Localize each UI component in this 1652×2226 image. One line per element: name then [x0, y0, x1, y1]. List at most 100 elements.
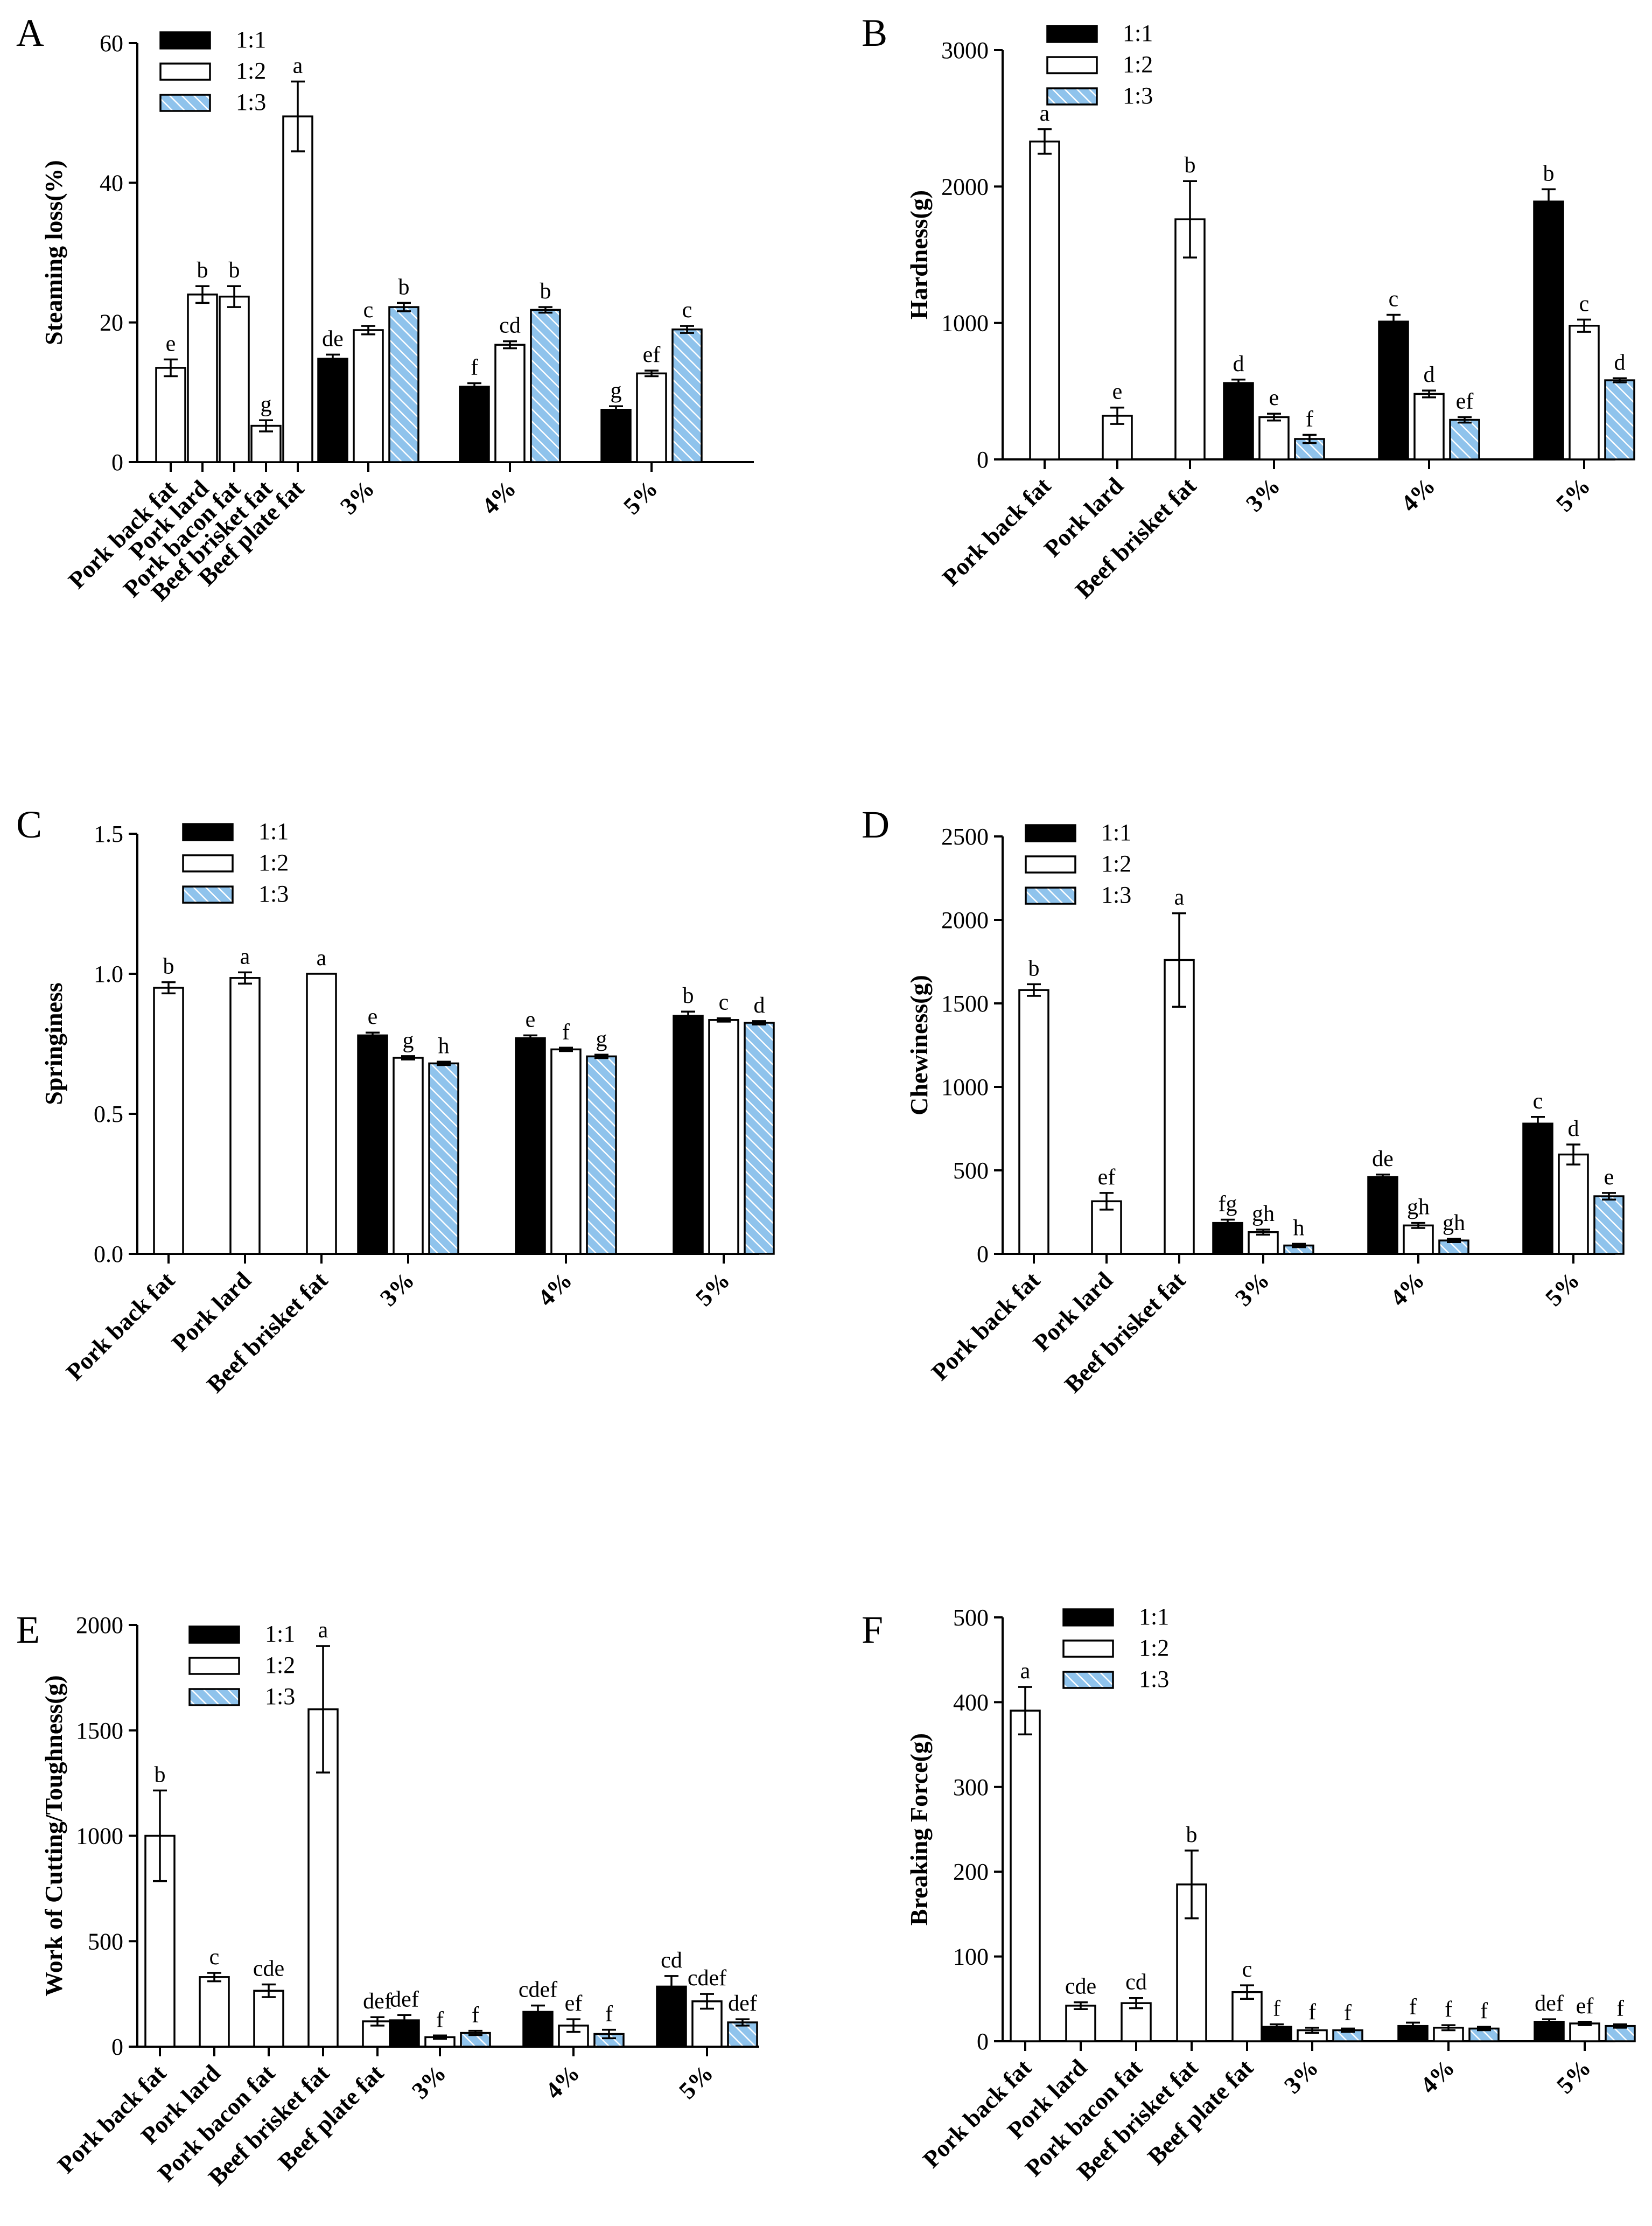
legend: 1:1 1:2 1:3 [159, 26, 266, 115]
significance-label: a [293, 53, 303, 78]
x-tick-label: 4% [1396, 472, 1440, 517]
bar-single [187, 294, 218, 463]
significance-label: f [471, 355, 478, 380]
bar-group [1378, 320, 1409, 460]
significance-label: a [1174, 885, 1185, 910]
bar-group [1604, 379, 1635, 460]
significance-label: ef [643, 343, 661, 367]
y-tick-label: 60 [100, 30, 123, 57]
significance-label: b [1028, 956, 1040, 981]
y-tick-label: 1500 [941, 990, 989, 1017]
bar-single [306, 973, 337, 1255]
y-tick-label: 200 [953, 1859, 989, 1885]
x-tick-label: 5% [1540, 1267, 1585, 1311]
bar-group [1449, 418, 1480, 460]
significance-label: c [682, 298, 692, 323]
bar-group [494, 344, 526, 463]
bar-group [393, 1057, 424, 1255]
panel-letter: C [16, 803, 42, 846]
bar-single [229, 977, 261, 1255]
legend-swatch [188, 1688, 240, 1706]
significance-label: b [1186, 1823, 1198, 1847]
bar-single [1065, 2005, 1096, 2042]
significance-label: d [754, 993, 765, 1018]
bar-group [636, 372, 667, 463]
significance-label: c [1533, 1089, 1543, 1114]
legend-swatch [188, 1625, 240, 1644]
x-tick-label: 5% [690, 1267, 735, 1311]
bar-group [1223, 382, 1254, 460]
y-tick-label: 2000 [941, 907, 989, 933]
significance-label: cd [661, 1948, 682, 1973]
legend-label: 1:2 [236, 58, 266, 84]
y-tick-label: 300 [953, 1774, 989, 1801]
significance-label: de [322, 326, 344, 351]
legend-label: 1:1 [236, 26, 266, 53]
significance-label: f [1616, 1997, 1624, 2021]
significance-label: c [1389, 287, 1399, 311]
legend-swatch [1025, 855, 1076, 874]
bar-group [1569, 324, 1600, 460]
bar-single [219, 295, 250, 463]
legend-swatch [182, 823, 234, 841]
y-tick-label: 1.5 [94, 821, 123, 847]
bar-group [1413, 393, 1445, 460]
significance-label: f [1273, 1997, 1280, 2021]
significance-label: h [1293, 1216, 1305, 1240]
y-tick-label: 500 [88, 1928, 123, 1955]
significance-label: e [526, 1007, 536, 1032]
significance-label: f [562, 1020, 570, 1044]
bar-group [744, 1022, 775, 1255]
significance-label: f [472, 2003, 479, 2028]
significance-label: g [403, 1028, 414, 1053]
bar-group [357, 1034, 388, 1255]
y-axis-title: Hardness(g) [905, 190, 933, 319]
legend-swatch [159, 94, 211, 112]
panel-letter: D [862, 803, 890, 846]
bar-group [1593, 1195, 1625, 1255]
bar-single [1018, 989, 1049, 1255]
significance-label: b [163, 954, 174, 979]
bar-single [253, 1990, 284, 2048]
bar-group [459, 386, 490, 463]
significance-label: d [1614, 350, 1626, 375]
legend-label: 1:3 [236, 89, 266, 115]
y-tick-label: 0 [977, 446, 989, 473]
significance-label: c [209, 1945, 220, 1970]
x-tick-label: 4% [477, 475, 521, 520]
significance-label: a [317, 946, 327, 971]
bar-group [1403, 1224, 1434, 1255]
legend-swatch [188, 1657, 240, 1675]
significance-label: b [229, 258, 240, 283]
significance-label: f [1344, 2000, 1352, 2025]
x-tick-label: 3% [1241, 472, 1285, 517]
significance-label: f [436, 2007, 444, 2032]
y-tick-label: 2000 [76, 1612, 123, 1638]
x-tick-label: Pork back fat [61, 1267, 180, 1386]
significance-label: a [1040, 101, 1050, 126]
significance-label: cdef [688, 1966, 726, 1991]
significance-label: b [197, 258, 208, 283]
bar-group [1558, 1153, 1589, 1255]
significance-label: cd [1125, 1970, 1147, 1995]
y-axis-title: Springiness [40, 982, 67, 1105]
y-tick-label: 0.0 [94, 1241, 123, 1267]
y-tick-label: 20 [100, 310, 123, 336]
bar-group [1258, 416, 1290, 460]
bar-group [671, 328, 703, 463]
significance-label: g [611, 378, 622, 403]
bar-single [199, 1976, 230, 2048]
significance-label: f [1306, 407, 1313, 431]
chart-panel-e: E 0 500 1000 1500 2000 Work of Cutting/Toughne… [16, 1608, 759, 2191]
legend-swatch [1025, 824, 1076, 842]
significance-label: ef [565, 1991, 583, 2016]
significance-label: e [368, 1004, 378, 1029]
x-tick-label: 3% [335, 475, 380, 520]
x-tick-label: Pork back fat [937, 472, 1056, 591]
x-tick-label: 3% [375, 1267, 419, 1311]
significance-label: d [1424, 362, 1435, 387]
legend-label: 1:2 [258, 849, 289, 876]
bar-group [515, 1037, 546, 1255]
significance-label: ef [1098, 1165, 1116, 1190]
